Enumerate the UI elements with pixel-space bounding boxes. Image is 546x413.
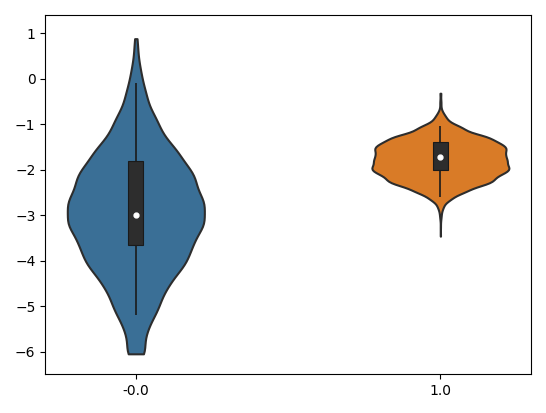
Bar bbox=[128, 161, 144, 244]
Bar bbox=[433, 142, 448, 170]
